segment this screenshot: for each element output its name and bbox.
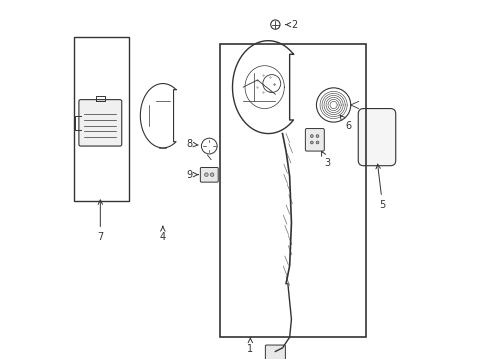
FancyBboxPatch shape — [266, 345, 285, 360]
Text: 9: 9 — [187, 170, 198, 180]
Text: 1: 1 — [247, 338, 253, 354]
Text: 3: 3 — [321, 151, 330, 168]
Circle shape — [210, 173, 214, 176]
Circle shape — [310, 135, 313, 138]
Text: 2: 2 — [286, 19, 297, 30]
Circle shape — [205, 173, 208, 176]
FancyBboxPatch shape — [79, 100, 122, 146]
Text: 8: 8 — [187, 139, 198, 149]
Text: 5: 5 — [376, 164, 386, 210]
FancyBboxPatch shape — [358, 109, 396, 166]
Text: 7: 7 — [97, 200, 103, 242]
FancyBboxPatch shape — [200, 167, 218, 182]
Bar — [74, 37, 129, 202]
FancyBboxPatch shape — [305, 129, 324, 151]
Text: 4: 4 — [160, 226, 166, 242]
Circle shape — [316, 141, 319, 144]
Circle shape — [310, 141, 313, 144]
Bar — [220, 44, 367, 337]
Text: 6: 6 — [340, 115, 352, 131]
Circle shape — [316, 135, 319, 138]
